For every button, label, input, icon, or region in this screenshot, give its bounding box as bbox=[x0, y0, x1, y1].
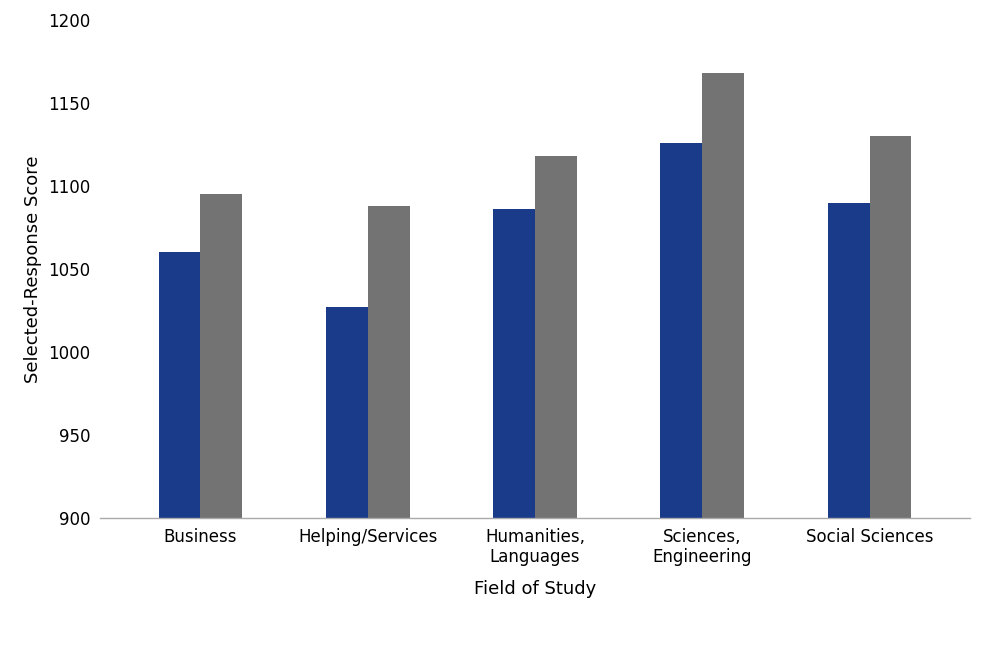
Bar bbox=[493, 209, 535, 664]
Bar bbox=[870, 136, 911, 664]
Bar bbox=[702, 73, 744, 664]
Bar bbox=[200, 194, 242, 664]
Bar bbox=[326, 307, 368, 664]
X-axis label: Field of Study: Field of Study bbox=[474, 580, 596, 598]
Bar bbox=[159, 252, 200, 664]
Bar bbox=[535, 156, 577, 664]
Bar bbox=[828, 203, 870, 664]
Bar bbox=[660, 143, 702, 664]
Bar bbox=[368, 206, 410, 664]
Y-axis label: Selected-Response Score: Selected-Response Score bbox=[24, 155, 42, 382]
